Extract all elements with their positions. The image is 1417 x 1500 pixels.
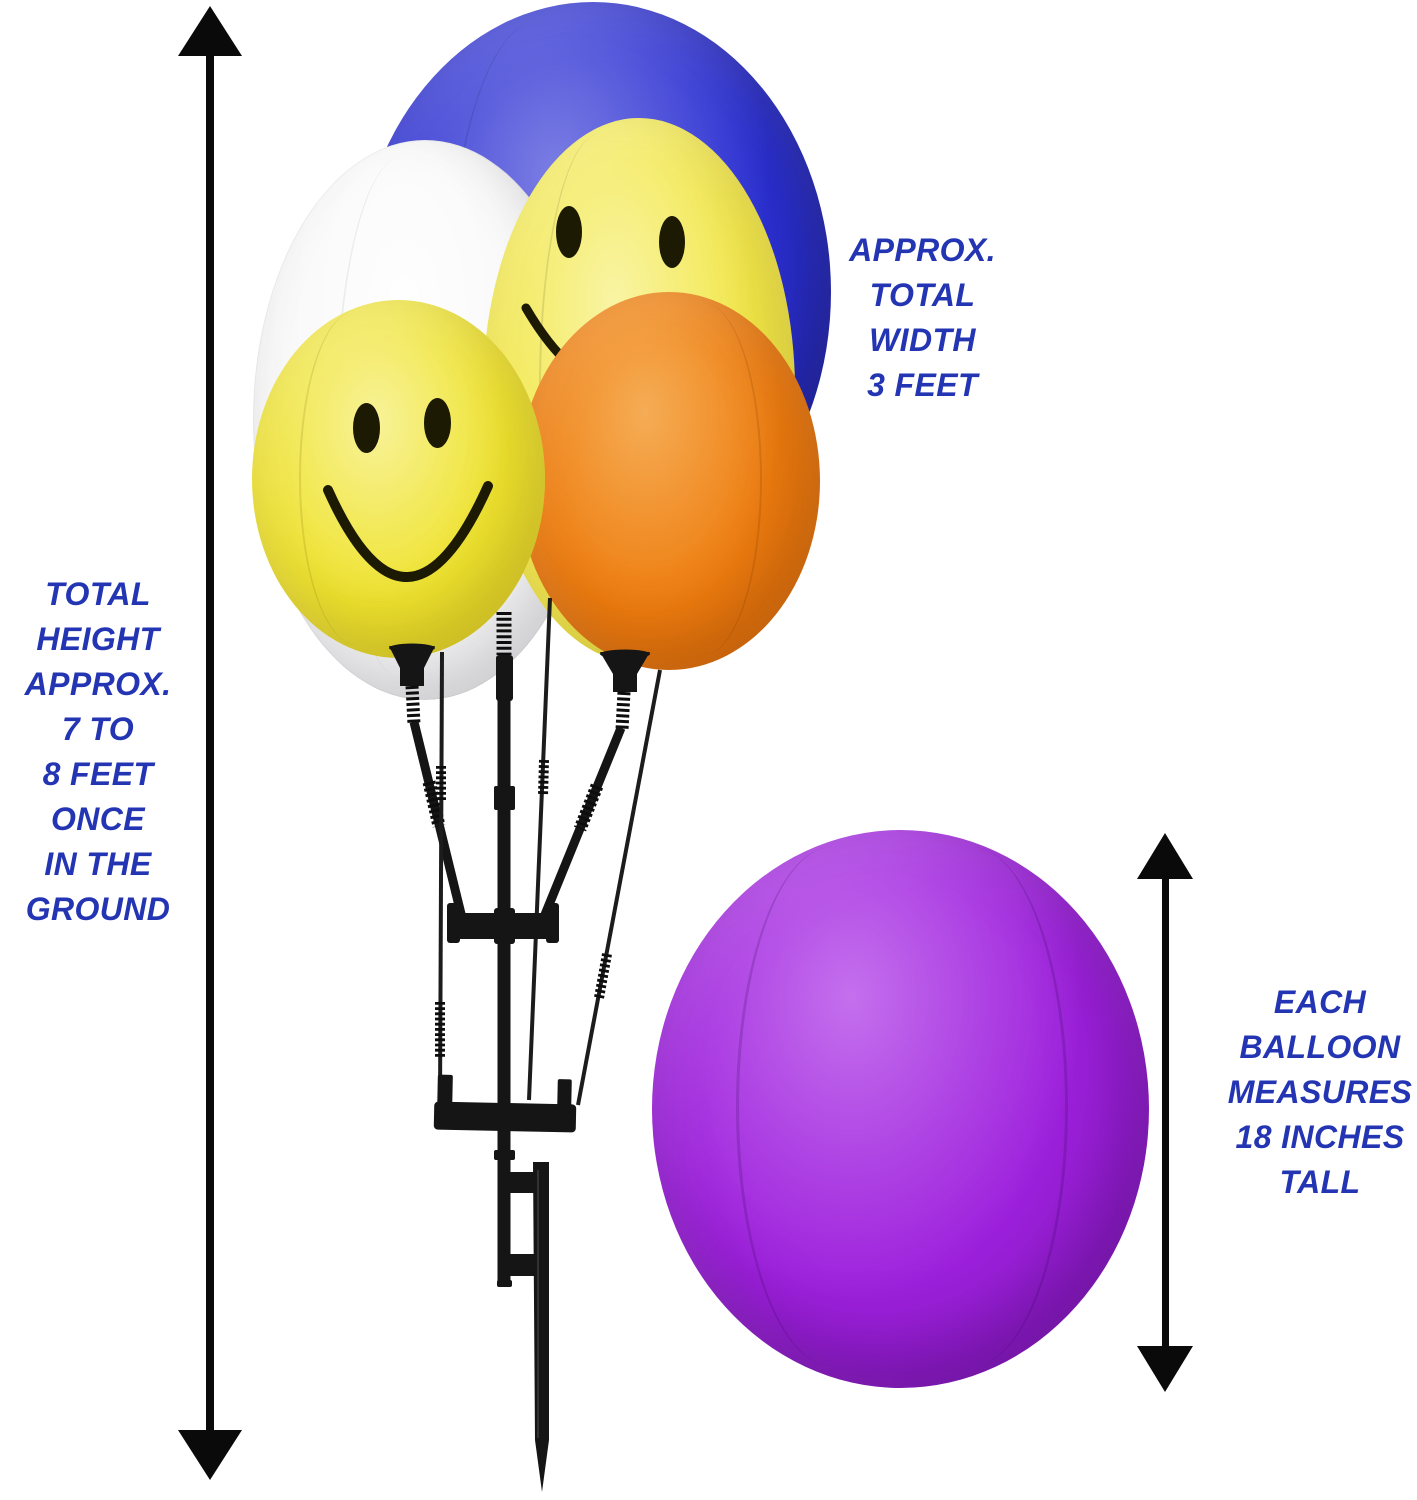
balloon-seam xyxy=(736,846,928,1366)
arrow-shaft xyxy=(1162,874,1169,1350)
label-line: TOTAL xyxy=(45,576,151,612)
label-line: 18 INCHES xyxy=(1235,1119,1405,1155)
label-line: 3 FEET xyxy=(867,367,978,403)
balloon-seam xyxy=(876,846,1068,1366)
arrow-up-head-icon xyxy=(1137,833,1193,879)
smiley-smile xyxy=(323,481,493,582)
purple-balloon xyxy=(652,830,1149,1388)
balloon-size-label: EACH BALLOON MEASURES 18 INCHES TALL xyxy=(1222,980,1417,1205)
label-line: 8 FEET xyxy=(42,756,154,792)
total-height-label: TOTAL HEIGHT APPROX. 7 TO 8 FEET ONCE IN… xyxy=(0,572,196,932)
label-line: APPROX. xyxy=(849,232,996,268)
label-line: ONCE xyxy=(50,801,146,837)
smiley-left-eye xyxy=(556,206,582,258)
arrow-shaft xyxy=(206,48,214,1434)
arrow-down-head-icon xyxy=(1137,1346,1193,1392)
label-line: EACH xyxy=(1273,984,1367,1020)
label-line: WIDTH xyxy=(869,322,976,358)
label-line: APPROX. xyxy=(24,666,172,702)
label-line: GROUND xyxy=(25,891,171,927)
label-line: 7 TO xyxy=(61,711,135,747)
smiley-right-eye xyxy=(659,216,685,268)
label-line: TALL xyxy=(1279,1164,1361,1200)
yellow-smiley-balloon-front xyxy=(252,300,545,658)
balloon-seam xyxy=(645,303,762,655)
arrow-up-head-icon xyxy=(178,6,242,56)
label-line: HEIGHT xyxy=(36,621,160,657)
orange-balloon xyxy=(518,292,820,670)
arrow-down-head-icon xyxy=(178,1430,242,1480)
label-line: TOTAL xyxy=(869,277,976,313)
smiley-right-eye xyxy=(424,398,451,448)
label-line: MEASURES xyxy=(1227,1074,1413,1110)
smiley-left-eye xyxy=(353,403,380,453)
total-width-label: APPROX. TOTAL WIDTH 3 FEET xyxy=(805,228,1040,408)
label-line: BALLOON xyxy=(1239,1029,1401,1065)
label-line: IN THE xyxy=(44,846,152,882)
